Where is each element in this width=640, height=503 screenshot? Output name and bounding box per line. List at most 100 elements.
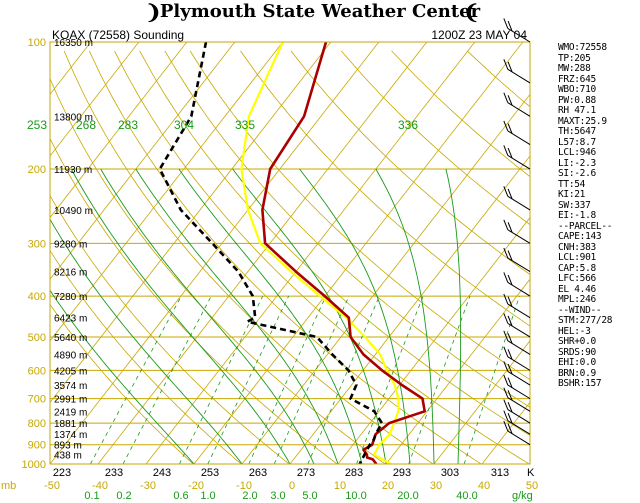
pressure-tick-label: 500	[28, 332, 46, 344]
height-label: 16350 m	[54, 38, 93, 49]
height-label: 9280 m	[54, 239, 87, 250]
celsius-tick-label: -10	[236, 480, 252, 492]
mixing-ratio-label: 20.0	[397, 490, 418, 502]
mixing-ratio-line	[207, 295, 290, 464]
kelvin-tick-label: 243	[153, 467, 171, 479]
dry-adiabat-line	[139, 50, 530, 437]
dry-adiabat-line	[164, 50, 530, 408]
isotherm-line	[385, 278, 530, 464]
wind-barb-flag	[507, 349, 513, 360]
height-label: 1374 m	[54, 430, 87, 441]
temperature-curve	[261, 42, 426, 464]
isotherm-line	[97, 42, 428, 464]
stat-line: EI:-1.8	[558, 210, 596, 221]
isotherm-line	[50, 42, 332, 404]
wind-barb-staff	[507, 384, 531, 400]
dry-adiabat-line	[50, 303, 194, 464]
wind-barb-flag	[507, 20, 513, 32]
isotherm-line	[50, 42, 284, 342]
header-banner: ❩ Plymouth State Weather Center ❨	[0, 0, 640, 28]
stat-line: --PARCEL--	[558, 220, 613, 232]
moist-adiabat-line	[50, 289, 195, 464]
celsius-tick-label: -50	[44, 480, 60, 492]
moist-adiabat-line	[178, 168, 363, 464]
stat-line: LCL:901	[558, 252, 596, 263]
wind-barb	[503, 330, 531, 355]
wind-barb	[503, 387, 531, 412]
wind-barb-flag	[503, 313, 509, 324]
celsius-tick-label: 40	[478, 480, 490, 492]
stat-line: MAXT:25.9	[558, 115, 607, 127]
wind-barb	[503, 92, 531, 117]
height-label: 11930 m	[54, 165, 92, 176]
theta-label: 335	[235, 118, 255, 132]
wind-barb-flag	[507, 296, 513, 307]
stat-line: TP:205	[558, 52, 591, 64]
moist-adiabat-line	[70, 168, 291, 464]
stat-line: CAPE:143	[558, 231, 602, 242]
stat-line: WMO:72558	[558, 42, 607, 53]
stat-line: STM:277/28	[558, 315, 613, 326]
isotherm-line	[50, 42, 140, 157]
wind-barb-flag	[507, 250, 513, 261]
isotherm-line	[241, 93, 530, 464]
stat-line: EHI:0.0	[558, 357, 596, 368]
wind-barb-flag	[503, 120, 509, 132]
isotherm-line	[433, 340, 530, 464]
wind-barb	[503, 272, 531, 297]
wind-barb-staff	[507, 68, 531, 84]
chart-title: KOAX (72558) Sounding	[52, 28, 184, 42]
wind-barb-flag	[507, 274, 513, 286]
stat-line: SW:337	[558, 199, 591, 211]
wind-barb-flag	[503, 410, 509, 421]
moist-adiabat-line	[100, 168, 315, 464]
wind-barb-flag	[503, 399, 509, 410]
wind-barb-flag	[503, 219, 509, 230]
kelvin-tick-label: 273	[297, 467, 315, 479]
celsius-tick-label: -30	[140, 480, 156, 492]
wind-barb-staff	[507, 102, 531, 117]
height-label: 10490 m	[54, 206, 93, 217]
wind-barb	[503, 247, 531, 273]
height-label: 3574 m	[54, 381, 87, 392]
wind-barb-staff	[507, 257, 531, 273]
mixing-ratio-label: 3.0	[270, 490, 285, 502]
height-label: 893 m	[54, 441, 82, 452]
mixing-ratio-line	[356, 295, 424, 464]
stat-line: MPL:246	[558, 294, 596, 305]
sounding-indices-panel: WMO:72558 TP:205 MW:288 FRZ:645 WBO:710 PW:0.…	[558, 42, 640, 390]
celsius-tick-label: 20	[382, 480, 394, 492]
wind-barb	[503, 18, 531, 43]
isotherm-line	[50, 42, 380, 464]
isotherm-line	[337, 216, 530, 464]
celsius-tick-label: -20	[188, 480, 204, 492]
pressure-tick-label: 900	[28, 440, 46, 452]
stat-line: CNH:383	[558, 241, 596, 253]
dry-adiabat-line	[50, 249, 242, 464]
wind-barb	[503, 410, 531, 435]
stat-line: EL 4.46	[558, 283, 596, 295]
wind-barb-flag	[507, 147, 513, 159]
isotherm-line	[193, 42, 524, 464]
stat-line: LI:-2.3	[558, 157, 596, 169]
celsius-tick-label: 30	[430, 480, 442, 492]
stat-line: BRN:0.9	[558, 367, 596, 379]
wind-barb	[503, 59, 531, 84]
kelvin-tick-label: 293	[393, 467, 411, 479]
wind-barb-flag	[503, 18, 509, 29]
wind-barb	[503, 346, 531, 371]
stat-line: LCL:946	[558, 147, 596, 158]
stat-line: HEL:-3	[558, 325, 591, 337]
moist-adiabat-line	[299, 168, 411, 464]
wind-barb-flag	[507, 333, 513, 344]
wind-barb-flag	[503, 272, 509, 283]
isotherm-line	[50, 42, 188, 219]
mixing-ratio-label: 0.6	[173, 490, 188, 502]
dry-adiabat-line	[340, 50, 530, 226]
mixing-ratio-line	[307, 295, 380, 464]
wind-barb-staff	[507, 155, 531, 170]
wind-barb-staff	[507, 356, 531, 371]
pressure-tick-label: 100	[28, 37, 46, 49]
wind-barb	[503, 145, 531, 170]
page-title: Plymouth State Weather Center	[159, 1, 481, 22]
